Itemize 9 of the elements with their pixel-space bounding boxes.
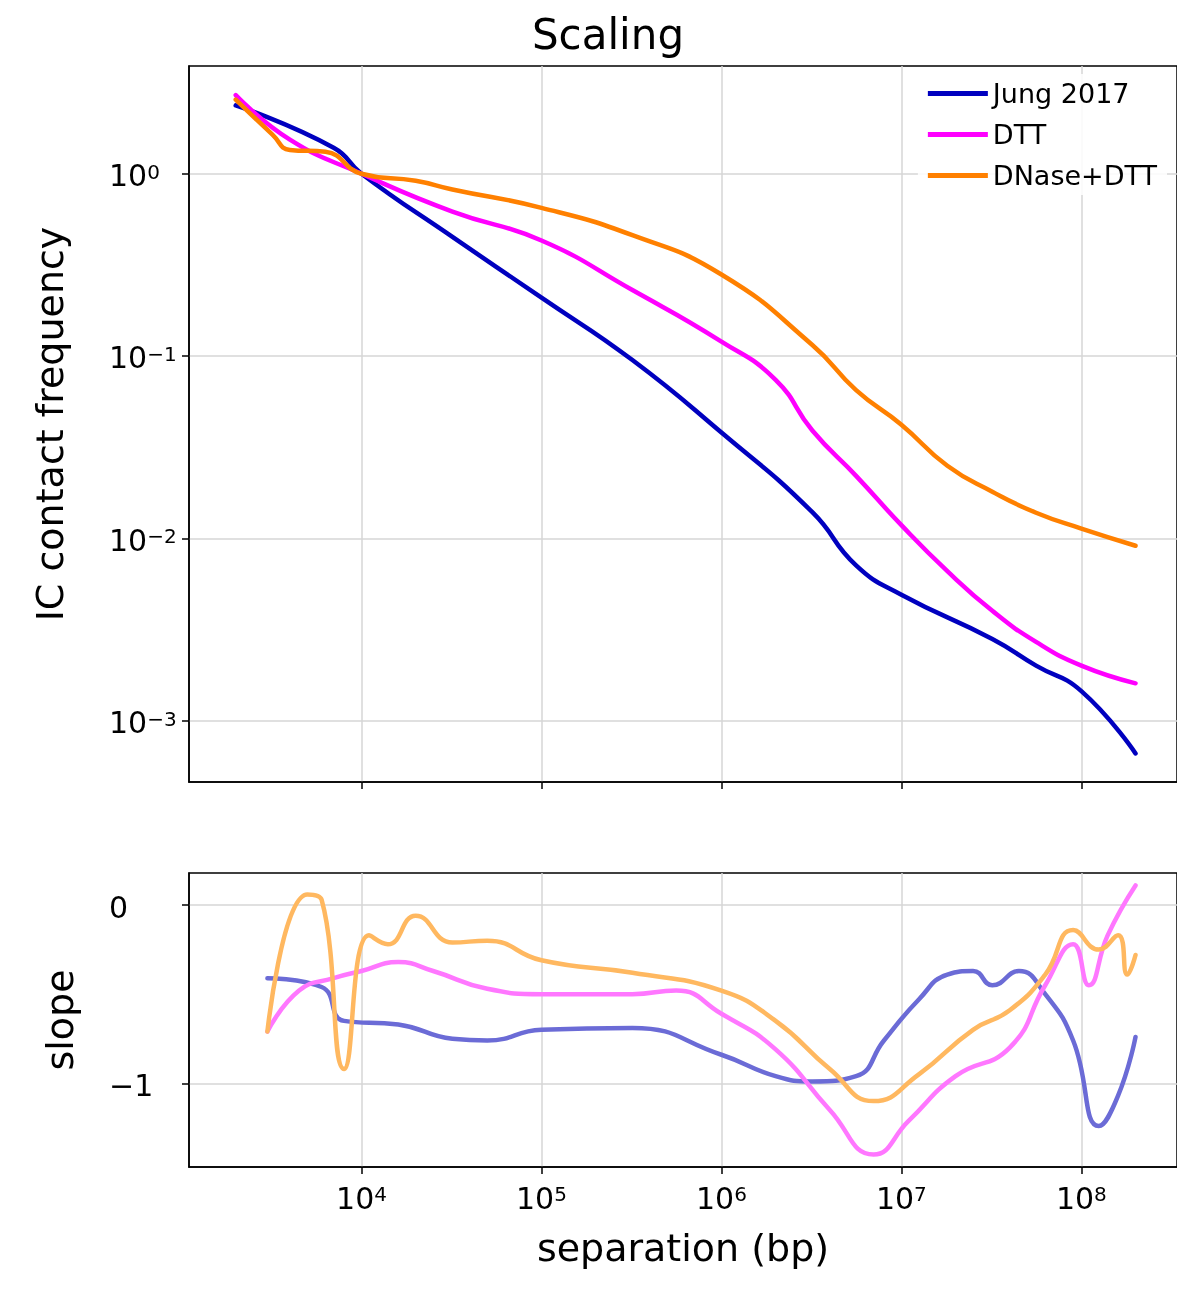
legend-label: Jung 2017 <box>990 78 1130 109</box>
y-axis-title: slope <box>38 969 82 1071</box>
y-axis-title: IC contact frequency <box>28 226 72 622</box>
legend-label: DTT <box>992 119 1047 150</box>
y-tick-label: −1 <box>109 1067 154 1103</box>
legend-label: DNase+DTT <box>992 160 1158 191</box>
y-tick-label: 0 <box>109 889 129 925</box>
x-axis-title: separation (bp) <box>536 1226 830 1270</box>
chart-title: Scaling <box>531 9 685 59</box>
